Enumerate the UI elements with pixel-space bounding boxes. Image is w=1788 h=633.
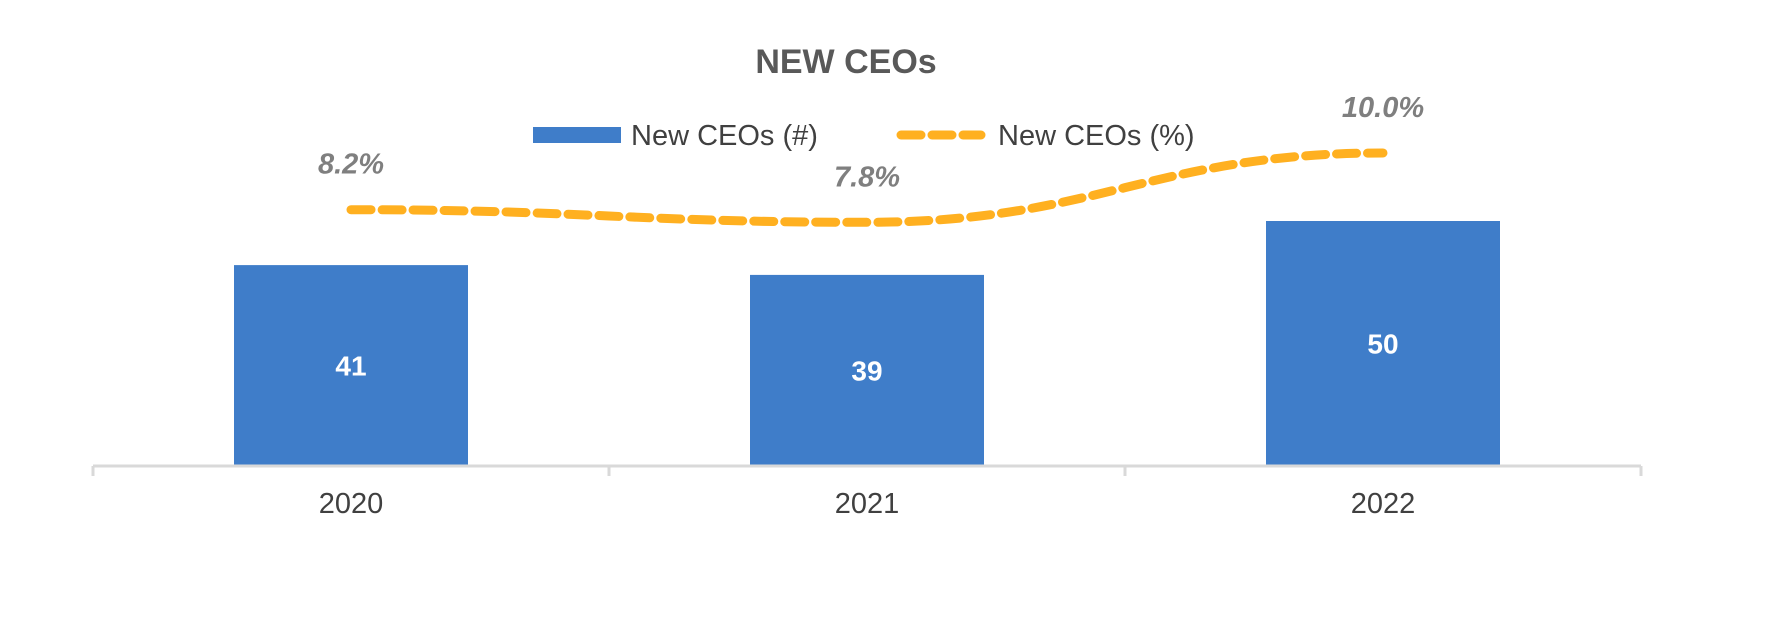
bar-2020	[234, 265, 468, 466]
legend: New CEOs (#) New CEOs (%)	[533, 120, 1195, 152]
line-value-label-2021: 7.8%	[834, 161, 900, 193]
bar-value-label-2020: 41	[335, 351, 366, 382]
x-tick-label-2022: 2022	[1351, 488, 1416, 520]
line-value-label-2022: 10.0%	[1342, 92, 1424, 124]
bar-2021	[750, 274, 984, 466]
legend-label-line: New CEOs (%)	[998, 120, 1195, 152]
bar-value-label-2021: 39	[851, 355, 882, 386]
legend-swatch-bars	[533, 127, 621, 143]
x-tick-label-2020: 2020	[319, 488, 384, 520]
bar-2022	[1266, 221, 1500, 466]
line-value-label-2020: 8.2%	[318, 149, 384, 181]
x-tick-label-2021: 2021	[835, 488, 900, 520]
line-path	[346, 148, 1388, 227]
line-series: 8.2% 7.8% 10.0%	[318, 92, 1424, 227]
legend-label-bars: New CEOs (#)	[631, 120, 818, 152]
bar-series: 41 39 50	[234, 221, 1500, 466]
bar-value-label-2022: 50	[1367, 329, 1398, 360]
chart-title: NEW CEOs	[755, 43, 936, 81]
x-axis: 2020 2021 2022	[91, 464, 1643, 520]
